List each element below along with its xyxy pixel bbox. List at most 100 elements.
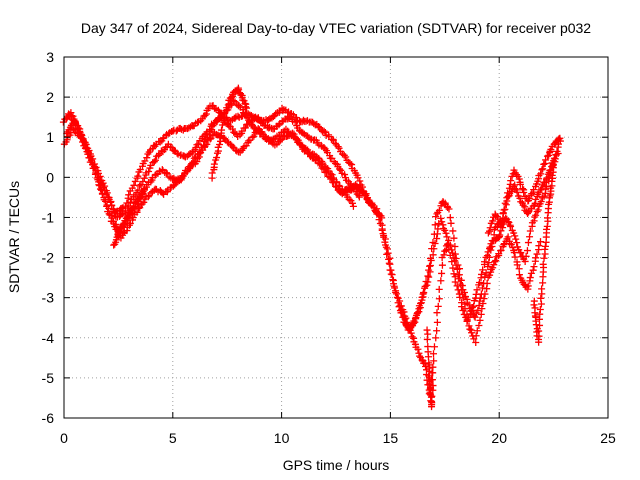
data-point (498, 217, 506, 225)
data-point (136, 204, 144, 212)
data-point (151, 156, 159, 164)
data-point (486, 243, 494, 251)
data-point (77, 131, 85, 139)
data-point (466, 325, 474, 333)
data-point (539, 165, 547, 173)
data-point (92, 169, 100, 177)
data-point (438, 218, 446, 226)
data-point (450, 234, 458, 242)
data-point (335, 165, 343, 173)
data-point (225, 122, 233, 130)
data-point (79, 135, 87, 143)
data-point (520, 188, 528, 196)
data-point (503, 194, 511, 202)
data-point (389, 277, 397, 285)
data-point (451, 257, 459, 265)
data-point (100, 196, 108, 204)
data-point (449, 249, 457, 257)
data-point (541, 242, 549, 250)
data-point (447, 219, 455, 227)
data-point (549, 161, 557, 169)
data-point (489, 264, 497, 272)
data-point (162, 169, 170, 177)
data-point (507, 177, 515, 185)
data-point (463, 311, 471, 319)
data-point (504, 233, 512, 241)
data-point (486, 271, 494, 279)
data-point (390, 282, 398, 290)
data-point (103, 202, 111, 210)
data-point (156, 138, 164, 146)
data-point (341, 171, 349, 179)
data-point (435, 295, 443, 303)
data-point (431, 221, 439, 229)
series-track-10 (397, 233, 544, 398)
data-point (496, 231, 504, 239)
data-point (444, 203, 452, 211)
data-point (381, 235, 389, 243)
data-point (216, 133, 224, 141)
data-point (424, 353, 432, 361)
data-point (317, 161, 325, 169)
data-point (517, 249, 525, 257)
data-point (193, 141, 201, 149)
x-tick-labels: 0 5 10 15 20 25 (60, 430, 616, 446)
data-point (322, 169, 330, 177)
data-point (229, 125, 237, 133)
data-point (334, 143, 342, 151)
data-point (277, 136, 285, 144)
data-point (491, 258, 499, 266)
data-point (86, 154, 94, 162)
x-tick-label: 10 (274, 430, 290, 446)
data-point (423, 281, 431, 289)
data-point (478, 284, 486, 292)
data-point (433, 327, 441, 335)
data-point (449, 227, 457, 235)
data-point (446, 241, 454, 249)
data-point (94, 176, 102, 184)
data-point (416, 352, 424, 360)
series-track-12 (530, 161, 557, 346)
data-point (513, 239, 521, 247)
data-point (519, 201, 527, 209)
data-point (537, 170, 545, 178)
data-point (532, 321, 540, 329)
data-point (479, 266, 487, 274)
data-point (473, 286, 481, 294)
data-point (435, 206, 443, 214)
data-point (143, 154, 151, 162)
data-point (397, 302, 405, 310)
data-point (140, 174, 148, 182)
data-point (474, 307, 482, 315)
data-point (473, 327, 481, 335)
series-track-9 (378, 150, 562, 334)
data-point (189, 158, 197, 166)
data-point (530, 263, 538, 271)
data-point (169, 182, 177, 190)
data-point (433, 309, 441, 317)
data-point (233, 147, 241, 155)
data-point (177, 175, 185, 183)
data-point (556, 134, 564, 142)
data-point (190, 154, 198, 162)
data-point (481, 290, 489, 298)
data-point (188, 149, 196, 157)
data-point (414, 345, 422, 353)
data-point (275, 132, 283, 140)
data-point (171, 178, 179, 186)
data-point (216, 140, 224, 148)
data-point (383, 250, 391, 258)
data-point (243, 104, 251, 112)
data-point (228, 93, 236, 101)
series-track-7 (334, 181, 386, 222)
data-point (479, 299, 487, 307)
data-point (510, 249, 518, 257)
data-point (507, 223, 515, 231)
data-point (144, 193, 152, 201)
data-point (526, 274, 534, 282)
data-point (417, 299, 425, 307)
data-point (102, 197, 110, 205)
data-point (387, 266, 395, 274)
data-point (486, 224, 494, 232)
y-axis-label: SDTVAR / TECUs (6, 181, 22, 293)
